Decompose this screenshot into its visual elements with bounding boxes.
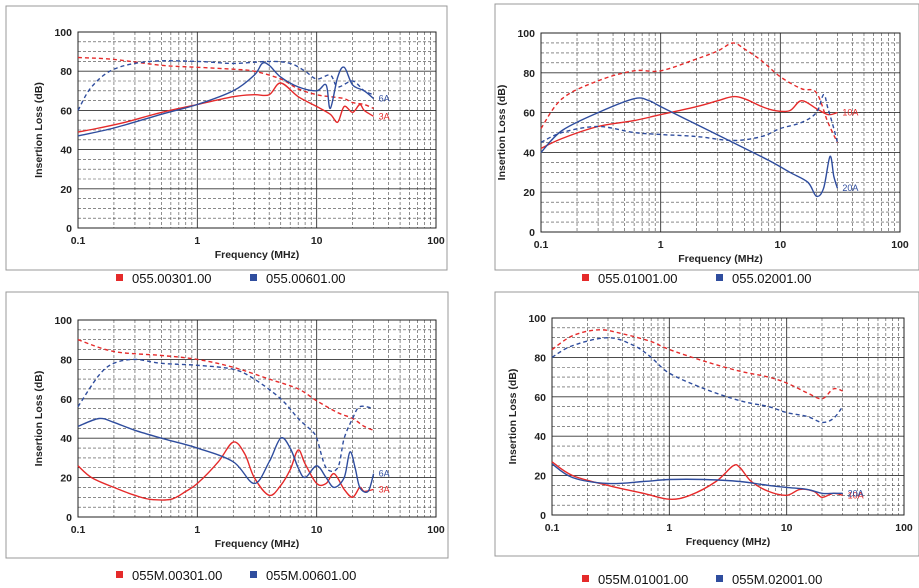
y-tick-label: 40 (523, 147, 535, 159)
series-line-1 (540, 95, 838, 150)
y-tick-label: 20 (534, 471, 546, 483)
y-tick-label: 20 (523, 187, 535, 199)
legend-label: 055.00301.00 (132, 271, 212, 286)
legend-label: 055M.02001.00 (732, 572, 822, 587)
y-tick-label: 60 (523, 108, 535, 120)
legend-swatch (582, 575, 589, 582)
y-tick-label: 80 (60, 66, 72, 78)
y-tick-label: 60 (534, 392, 546, 404)
series-line-3 (540, 97, 839, 198)
chart-panel-3: 0 20 40 60 80 100 0.1 1 10 100 Frequency (MHz) Inse… (5, 291, 449, 583)
legend-label: 055M.01001.00 (598, 572, 688, 587)
legend-swatch (250, 571, 257, 578)
y-tick-label: 0 (529, 227, 535, 239)
y-tick-label: 80 (534, 352, 546, 364)
plot-area-border (77, 31, 437, 229)
series-end-label: 20A (842, 183, 858, 193)
series-line-3 (77, 417, 375, 494)
x-axis-title: Frequency (MHz) (215, 249, 300, 261)
series-line-3 (551, 463, 843, 495)
series-line-2 (77, 56, 374, 110)
series-line-4 (551, 336, 844, 424)
y-tick-label: 40 (534, 431, 546, 443)
series-line-4 (77, 358, 374, 473)
chart-frame (5, 291, 449, 559)
series-end-label: 10A (848, 490, 864, 500)
x-tick-label: 10 (311, 524, 323, 536)
y-tick-label: 100 (517, 28, 535, 40)
series-end-label: 6A (379, 469, 390, 479)
series-line-4 (77, 60, 374, 111)
series-line-2 (540, 42, 839, 143)
x-tick-label: 10 (311, 235, 323, 247)
y-tick-label: 40 (60, 145, 72, 157)
x-tick-label: 10 (781, 522, 793, 534)
plot-area-border (551, 317, 905, 516)
series-line-3 (77, 61, 375, 137)
x-tick-label: 1 (194, 524, 200, 536)
x-tick-label: 0.1 (71, 524, 86, 536)
chart-frame (494, 3, 919, 271)
x-tick-label: 1 (666, 522, 672, 534)
series-line-1 (77, 441, 374, 501)
y-tick-label: 40 (60, 433, 72, 445)
legend-swatch (116, 274, 123, 281)
series-line-2 (77, 339, 374, 431)
x-tick-label: 100 (891, 239, 909, 251)
x-tick-label: 1 (194, 235, 200, 247)
chart-frame (5, 5, 448, 271)
y-tick-label: 20 (60, 473, 72, 485)
series-end-label: 3A (379, 484, 390, 494)
y-tick-label: 20 (60, 184, 72, 196)
legend-label: 055.01001.00 (598, 271, 678, 286)
series-end-label: 3A (379, 111, 390, 121)
x-tick-label: 100 (427, 524, 445, 536)
series-end-label: 10A (842, 108, 858, 118)
legend-label: 055.02001.00 (732, 271, 812, 286)
y-axis-title: Insertion Loss (dB) (496, 85, 508, 181)
y-tick-label: 100 (54, 27, 72, 39)
series-line-1 (77, 82, 374, 133)
legend-label: 055M.00301.00 (132, 568, 222, 583)
y-axis-title: Insertion Loss (dB) (33, 371, 45, 467)
chart-panel-1: 0 20 40 60 80 100 0.1 1 10 100 Frequency (MHz) Inse… (5, 5, 448, 286)
x-tick-label: 0.1 (545, 522, 560, 534)
legend-swatch (250, 274, 257, 281)
legend-swatch (716, 274, 723, 281)
plot-area-border (77, 319, 437, 518)
x-axis-title: Frequency (MHz) (215, 538, 300, 550)
series-end-label: 20A (848, 488, 864, 498)
legend-label: 055.00601.00 (266, 271, 346, 286)
y-tick-label: 60 (60, 394, 72, 406)
y-tick-label: 0 (540, 510, 546, 522)
y-tick-label: 80 (60, 354, 72, 366)
series-line-4 (540, 94, 839, 144)
y-tick-label: 0 (66, 223, 72, 235)
y-tick-label: 60 (60, 105, 72, 117)
x-tick-label: 1 (658, 239, 664, 251)
y-tick-label: 100 (54, 315, 72, 327)
y-tick-label: 100 (528, 313, 546, 325)
legend-swatch (582, 274, 589, 281)
x-axis-title: Frequency (MHz) (678, 253, 763, 265)
legend-label: 055M.00601.00 (266, 568, 356, 583)
chart-panel-4: 0 20 40 60 80 100 0.1 1 10 100 Frequency (MHz) Inse… (494, 291, 919, 587)
y-tick-label: 0 (66, 512, 72, 524)
x-tick-label: 0.1 (71, 235, 86, 247)
chart-frame (494, 291, 919, 557)
y-axis-title: Insertion Loss (dB) (33, 82, 45, 178)
y-tick-label: 80 (523, 68, 535, 80)
chart-panel-2: 0 20 40 60 80 100 0.1 1 10 100 Frequency (MHz) Inse… (494, 3, 919, 286)
series-end-label: 6A (379, 94, 390, 104)
x-tick-label: 100 (427, 235, 445, 247)
plot-area-border (540, 32, 901, 233)
x-tick-label: 10 (774, 239, 786, 251)
x-tick-label: 100 (895, 522, 913, 534)
legend-swatch (716, 575, 723, 582)
x-axis-title: Frequency (MHz) (686, 536, 771, 548)
legend-swatch (116, 571, 123, 578)
y-axis-title: Insertion Loss (dB) (507, 369, 519, 465)
series-line-1 (551, 461, 843, 500)
x-tick-label: 0.1 (534, 239, 549, 251)
